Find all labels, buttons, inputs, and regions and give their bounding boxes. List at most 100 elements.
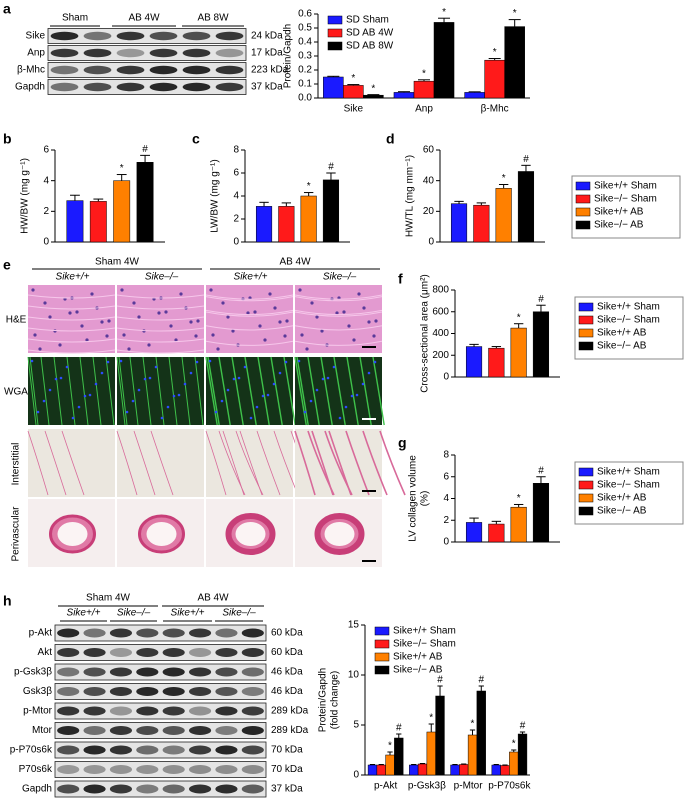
nucleus [305, 347, 309, 351]
membrane [27, 356, 37, 426]
x-tick-label: p-Gsk3β [408, 781, 446, 792]
histology-image [27, 285, 116, 354]
blot-row-label: Akt [38, 647, 53, 658]
nucleus [350, 394, 354, 398]
legend-box [571, 175, 681, 239]
nucleus [137, 315, 141, 319]
blot-band [109, 784, 133, 794]
blot-band [241, 667, 264, 677]
blot-band [215, 48, 244, 58]
blot-band [136, 628, 159, 638]
nucleus [179, 292, 183, 296]
nucleus [285, 319, 289, 323]
y-tick-label: 200 [432, 350, 449, 361]
blot-band [136, 726, 159, 735]
blot-band [182, 65, 211, 75]
membrane [359, 356, 372, 426]
bar [393, 92, 415, 99]
error-bar [387, 751, 393, 755]
cell-border [27, 305, 116, 310]
error-bar [397, 91, 410, 93]
blot-strip [54, 663, 267, 681]
blot-kda-label: 24 kDa [251, 31, 283, 42]
nucleus [278, 371, 282, 375]
collagen [294, 430, 316, 496]
nucleus [122, 333, 126, 337]
blot-band [57, 687, 80, 696]
blot-band [83, 648, 106, 657]
blot-band [241, 648, 264, 657]
nucleus [347, 324, 351, 328]
blot-row-label: p-Mtor [23, 706, 53, 717]
blot-column-label: Sike+/+ [67, 608, 101, 619]
y-tick-label: 4 [43, 175, 49, 186]
blot-band [215, 706, 238, 716]
y-tick-label: 2 [43, 206, 49, 217]
nucleus [166, 405, 170, 409]
y-tick-label: 2 [233, 214, 239, 225]
nucleus [315, 388, 319, 392]
legend-swatch [327, 41, 343, 51]
nucleus [284, 360, 288, 364]
bar [255, 206, 273, 243]
blot-band [188, 745, 212, 755]
cell-border [205, 311, 294, 317]
legend-swatch [578, 480, 594, 490]
blot-band [116, 31, 145, 41]
bar [495, 188, 512, 243]
nucleus [298, 288, 302, 292]
panel-letter: e [3, 257, 11, 273]
blot-group-label: AB 4W [197, 593, 229, 604]
nucleus [172, 394, 176, 398]
blot-band [109, 667, 133, 677]
error-bar [491, 520, 502, 525]
legend-swatch [578, 467, 594, 477]
blot-band [83, 31, 112, 41]
nucleus [357, 292, 361, 296]
blot-strip [54, 761, 267, 778]
blot-band [83, 726, 106, 735]
nucleus [107, 319, 111, 323]
blot-band [57, 628, 80, 638]
histology-image [205, 356, 296, 426]
nucleus [33, 333, 37, 337]
blot-row-label: Gapdh [22, 784, 52, 795]
blot-band [149, 48, 178, 58]
significance-mark: * [351, 73, 355, 84]
x-tick-label: Anp [415, 104, 433, 115]
blot-kda-label: 37 kDa [271, 784, 303, 795]
histology-image [116, 429, 204, 497]
nucleus [36, 410, 40, 414]
blot-band [109, 628, 133, 638]
significance-mark: * [120, 163, 124, 174]
legend-swatch [575, 181, 591, 191]
bar [394, 737, 404, 776]
membrane [283, 356, 296, 426]
blot-row-label: Gapdh [15, 82, 45, 93]
collagen [324, 430, 353, 496]
blot-band [182, 31, 211, 41]
blot-band [83, 706, 106, 716]
y-tick-label: 4 [233, 191, 239, 202]
nucleus [266, 393, 270, 397]
nucleus [147, 343, 151, 347]
bar [433, 22, 455, 99]
nucleus [255, 405, 259, 409]
legend-label: Sike−/− Sham [597, 480, 660, 491]
blot-kda-label: 223 kDa [251, 65, 289, 76]
blot-strip [54, 741, 267, 759]
nucleus [106, 360, 110, 364]
error-bar [454, 200, 464, 204]
bar [363, 94, 384, 99]
nucleus [75, 310, 79, 314]
blot-band [215, 765, 238, 774]
nucleus [48, 315, 52, 319]
nucleus [208, 359, 212, 363]
legend-label: Sike−/− AB [594, 220, 644, 231]
membrane [346, 356, 359, 426]
blot-band [57, 706, 80, 716]
error-bar [513, 503, 524, 508]
y-tick-label: 800 [432, 285, 449, 296]
membrane [194, 356, 204, 426]
blot-kda-label: 289 kDa [271, 725, 309, 736]
